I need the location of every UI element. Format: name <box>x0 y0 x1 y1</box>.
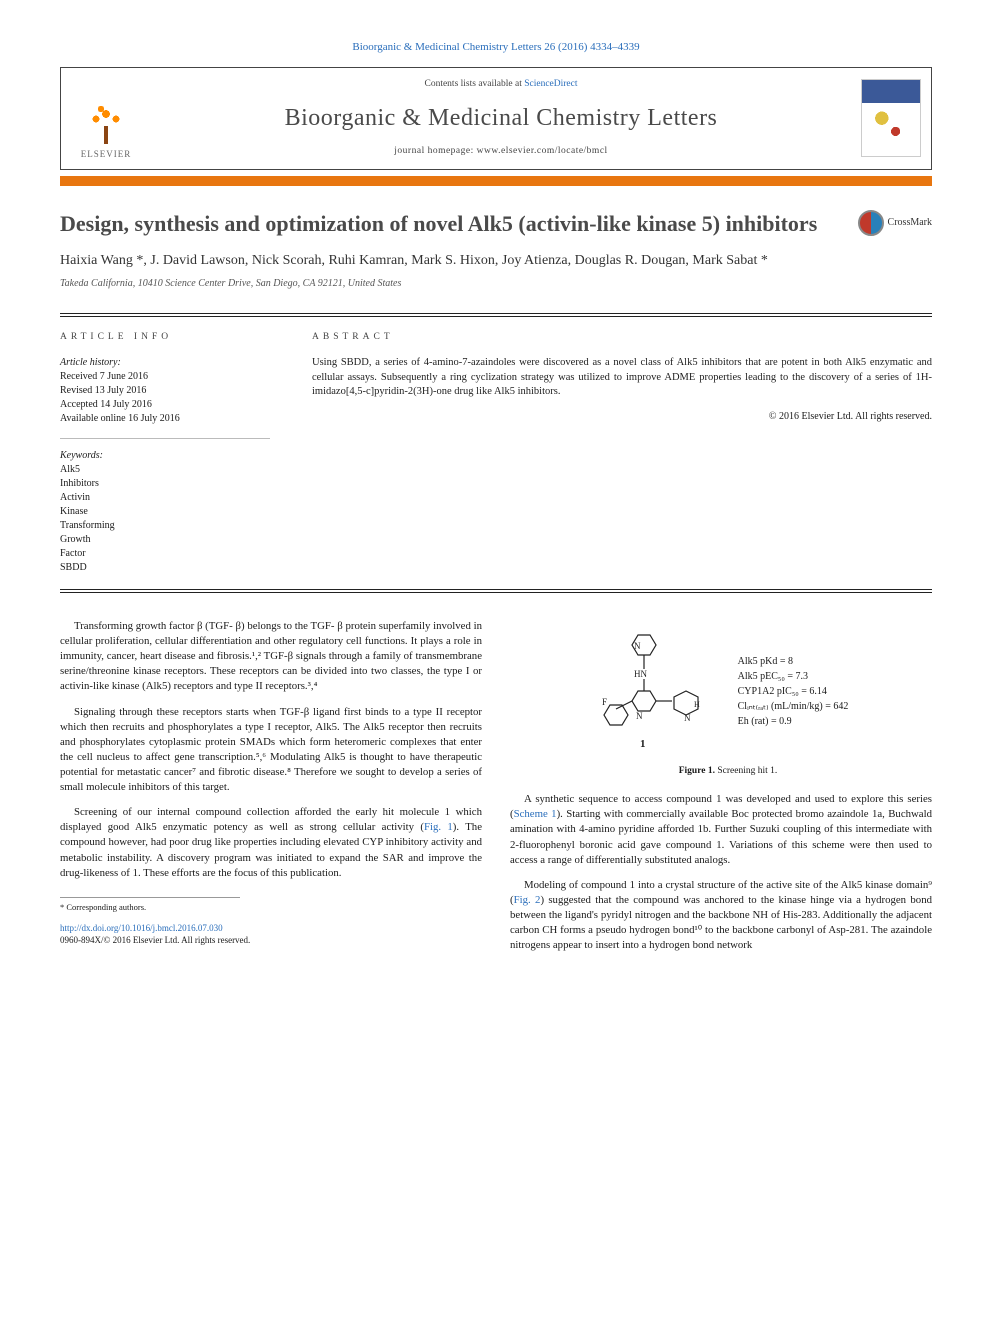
keyword: SBDD <box>60 561 270 575</box>
history-item: Received 7 June 2016 <box>60 370 270 384</box>
figure-1: N HN N H N F 1 Alk5 pKd = 8 <box>510 627 932 778</box>
keyword: Alk5 <box>60 463 270 477</box>
svg-text:H: H <box>694 700 700 709</box>
article-history-block: Article history: Received 7 June 2016 Re… <box>60 356 270 439</box>
journal-banner: ELSEVIER Contents lists available at Sci… <box>60 67 932 169</box>
abstract-column: ABSTRACT Using SBDD, a series of 4-amino… <box>290 316 932 590</box>
crossmark-badge[interactable]: CrossMark <box>858 210 932 236</box>
figure-ref-link[interactable]: Fig. 1 <box>424 821 453 833</box>
article-body: Transforming growth factor β (TGF- β) be… <box>60 619 932 963</box>
history-label: Article history: <box>60 356 270 370</box>
property-line: Clᵢₙₜ₍ᵣₐₜ₎ (mL/min/kg) = 642 <box>738 699 849 714</box>
svg-text:N: N <box>634 641 641 651</box>
property-line: Alk5 pKd = 8 <box>738 654 849 669</box>
elsevier-logo <box>81 94 131 144</box>
paragraph: Signaling through these receptors starts… <box>60 705 482 796</box>
info-abstract-row: ARTICLE INFO Article history: Received 7… <box>60 313 932 593</box>
corresponding-authors-note: * Corresponding authors. <box>60 897 240 914</box>
keyword: Factor <box>60 547 270 561</box>
text-run: ). Starting with commercially available … <box>510 808 932 865</box>
keyword: Activin <box>60 491 270 505</box>
homepage-line: journal homepage: www.elsevier.com/locat… <box>394 145 607 158</box>
banner-center: Contents lists available at ScienceDirec… <box>151 68 851 168</box>
crossmark-label: CrossMark <box>888 216 932 230</box>
history-item: Accepted 14 July 2016 <box>60 398 270 412</box>
keyword: Inhibitors <box>60 477 270 491</box>
paragraph: Transforming growth factor β (TGF- β) be… <box>60 619 482 695</box>
svg-text:F: F <box>602 697 607 707</box>
history-item: Revised 13 July 2016 <box>60 384 270 398</box>
figure-ref-link[interactable]: Fig. 2 <box>514 894 541 906</box>
article-info-heading: ARTICLE INFO <box>60 331 270 344</box>
figure-label: Figure 1. <box>679 766 715 776</box>
abstract-copyright: © 2016 Elsevier Ltd. All rights reserved… <box>312 410 932 424</box>
property-line: CYP1A2 pIC₅₀ = 6.14 <box>738 684 849 699</box>
text-run: Screening of our internal compound colle… <box>60 806 482 833</box>
keywords-label: Keywords: <box>60 449 270 463</box>
homepage-prefix: journal homepage: <box>394 146 476 156</box>
publisher-name: ELSEVIER <box>81 148 132 161</box>
svg-text:N: N <box>684 713 691 723</box>
journal-cover-thumbnail <box>861 79 921 157</box>
journal-name: Bioorganic & Medicinal Chemistry Letters <box>285 102 718 136</box>
figure-caption: Figure 1. Screening hit 1. <box>510 765 932 778</box>
figure-caption-text: Screening hit 1. <box>715 766 777 776</box>
property-line: Eh (rat) = 0.9 <box>738 714 849 729</box>
cover-thumbnail-wrap <box>851 68 931 168</box>
contents-available-line: Contents lists available at ScienceDirec… <box>424 78 577 91</box>
citation-line: Bioorganic & Medicinal Chemistry Letters… <box>60 40 932 55</box>
citation-link[interactable]: Bioorganic & Medicinal Chemistry Letters… <box>352 41 639 53</box>
article-info-column: ARTICLE INFO Article history: Received 7… <box>60 316 290 590</box>
chemical-structure-icon: N HN N H N F 1 <box>594 627 724 757</box>
figure-properties: Alk5 pKd = 8 Alk5 pEC₅₀ = 7.3 CYP1A2 pIC… <box>738 654 849 729</box>
author-list: Haixia Wang *, J. David Lawson, Nick Sco… <box>60 251 932 271</box>
text-run: ) suggested that the compound was anchor… <box>510 894 932 951</box>
abstract-text: Using SBDD, a series of 4-amino-7-azaind… <box>312 356 932 400</box>
keyword: Growth <box>60 533 270 547</box>
property-line: Alk5 pEC₅₀ = 7.3 <box>738 669 849 684</box>
doi-link[interactable]: http://dx.doi.org/10.1016/j.bmcl.2016.07… <box>60 922 482 935</box>
contents-prefix: Contents lists available at <box>424 79 524 89</box>
keyword: Transforming <box>60 519 270 533</box>
paragraph: A synthetic sequence to access compound … <box>510 792 932 868</box>
issn-copyright-line: 0960-894X/© 2016 Elsevier Ltd. All right… <box>60 934 482 947</box>
svg-text:N: N <box>636 711 643 721</box>
sciencedirect-link[interactable]: ScienceDirect <box>524 79 577 89</box>
keyword: Kinase <box>60 505 270 519</box>
paragraph: Modeling of compound 1 into a crystal st… <box>510 878 932 954</box>
history-item: Available online 16 July 2016 <box>60 412 270 426</box>
crossmark-icon <box>858 210 884 236</box>
homepage-url[interactable]: www.elsevier.com/locate/bmcl <box>477 146 608 156</box>
svg-text:HN: HN <box>634 669 647 679</box>
accent-bar <box>60 176 932 186</box>
scheme-ref-link[interactable]: Scheme 1 <box>514 808 557 820</box>
abstract-heading: ABSTRACT <box>312 331 932 344</box>
paragraph: Screening of our internal compound colle… <box>60 805 482 881</box>
affiliation: Takeda California, 10410 Science Center … <box>60 277 932 291</box>
compound-number: 1 <box>640 738 646 750</box>
publisher-block: ELSEVIER <box>61 68 151 168</box>
article-title: Design, synthesis and optimization of no… <box>60 210 858 238</box>
